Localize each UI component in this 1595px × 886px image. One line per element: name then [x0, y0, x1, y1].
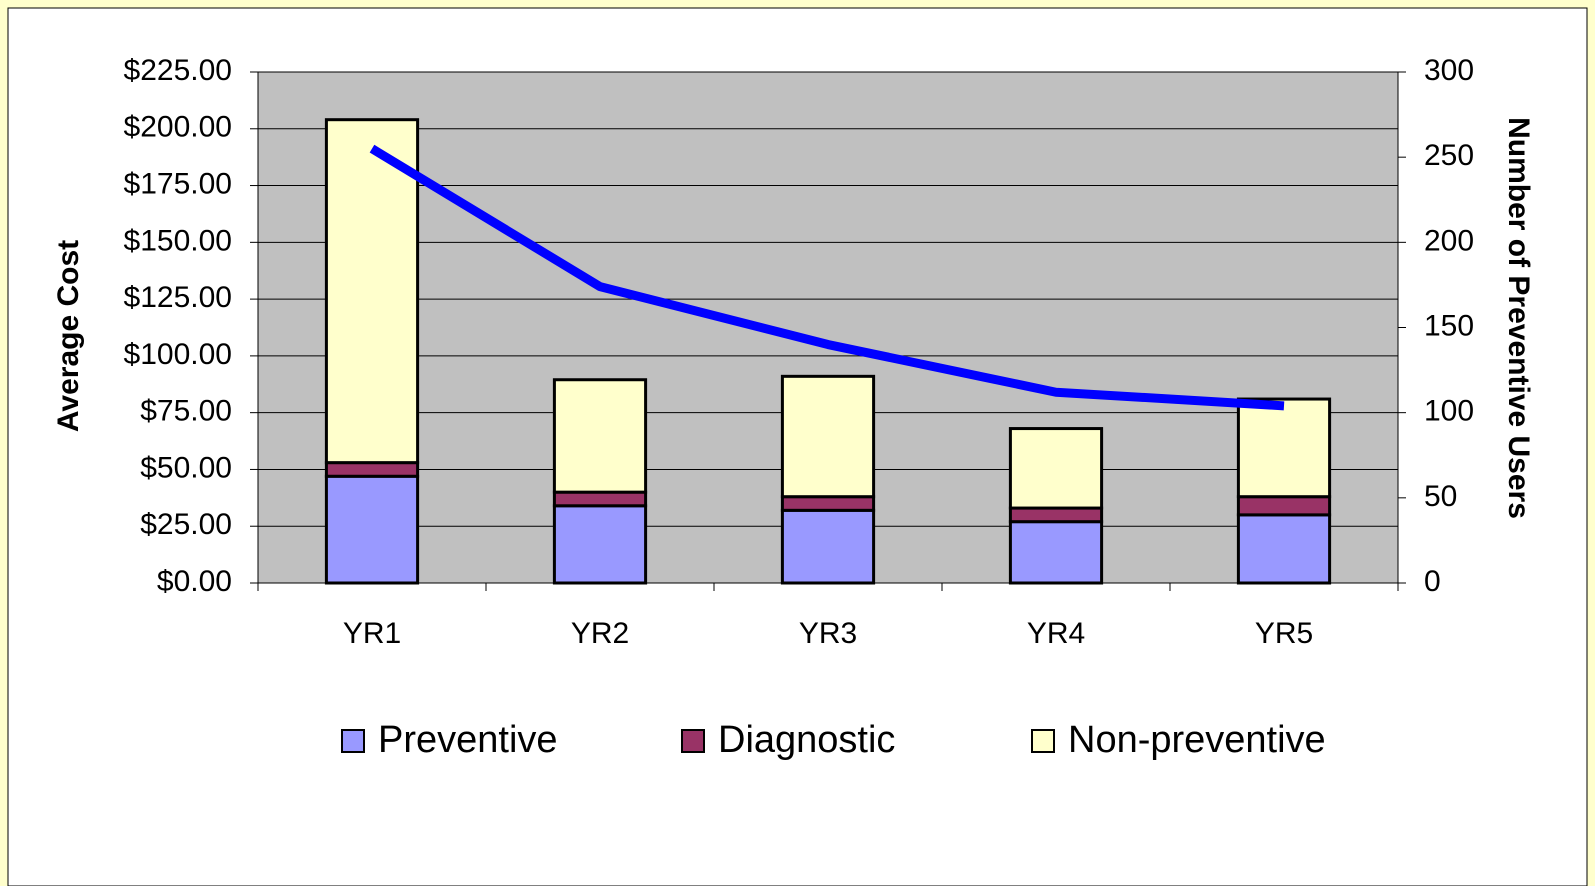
y2-tick-label: 50 [1424, 480, 1457, 513]
line-series [369, 144, 1285, 411]
y-tick-label: $0.00 [157, 565, 232, 598]
bar-segment [552, 378, 648, 494]
y-tick-label: $150.00 [124, 224, 232, 257]
y-tick-label: $75.00 [140, 395, 232, 428]
legend-label: Diagnostic [718, 719, 895, 761]
y-tick-label: $225.00 [124, 54, 232, 87]
y-tick-label: $25.00 [140, 508, 232, 541]
y-tick-label: $50.00 [140, 451, 232, 484]
bar-segment [324, 118, 420, 465]
y2-tick-label: 300 [1424, 54, 1474, 87]
bar-segment [780, 495, 876, 512]
bar-segment [1008, 427, 1104, 510]
bar-segment [780, 374, 876, 499]
y2-axis-title: Number of Preventive Users [1502, 117, 1535, 519]
y2-tick-label: 150 [1424, 309, 1474, 342]
bar-segment [1008, 506, 1104, 524]
y2-tick-label: 250 [1424, 139, 1474, 172]
y-tick-label: $175.00 [124, 167, 232, 200]
x-tick-label: YR1 [343, 617, 401, 650]
bar-segment [1236, 513, 1332, 585]
y-tick-label: $125.00 [124, 281, 232, 314]
legend-swatch [1031, 729, 1055, 753]
y-tick-label: $100.00 [124, 338, 232, 371]
bar-segment [552, 504, 648, 585]
y2-tick-label: 0 [1424, 565, 1441, 598]
x-tick-label: YR5 [1255, 617, 1313, 650]
x-tick-label: YR4 [1027, 617, 1085, 650]
bar-segment [552, 490, 648, 508]
x-tick-label: YR2 [571, 617, 629, 650]
bar-segment [1008, 520, 1104, 585]
legend-swatch [681, 729, 705, 753]
y2-tick-label: 200 [1424, 224, 1474, 257]
legend-swatch [341, 729, 365, 753]
legend-label: Non-preventive [1068, 719, 1326, 761]
bar-segment [324, 461, 420, 478]
bar-segment [780, 508, 876, 585]
bar-segment [1236, 397, 1332, 499]
x-tick-label: YR3 [799, 617, 857, 650]
bar-segment [324, 474, 420, 585]
y-tick-label: $200.00 [124, 111, 232, 144]
legend-label: Preventive [378, 719, 558, 761]
bar-segment [1236, 495, 1332, 517]
y2-tick-label: 100 [1424, 395, 1474, 428]
y-axis-title: Average Cost [52, 240, 85, 432]
